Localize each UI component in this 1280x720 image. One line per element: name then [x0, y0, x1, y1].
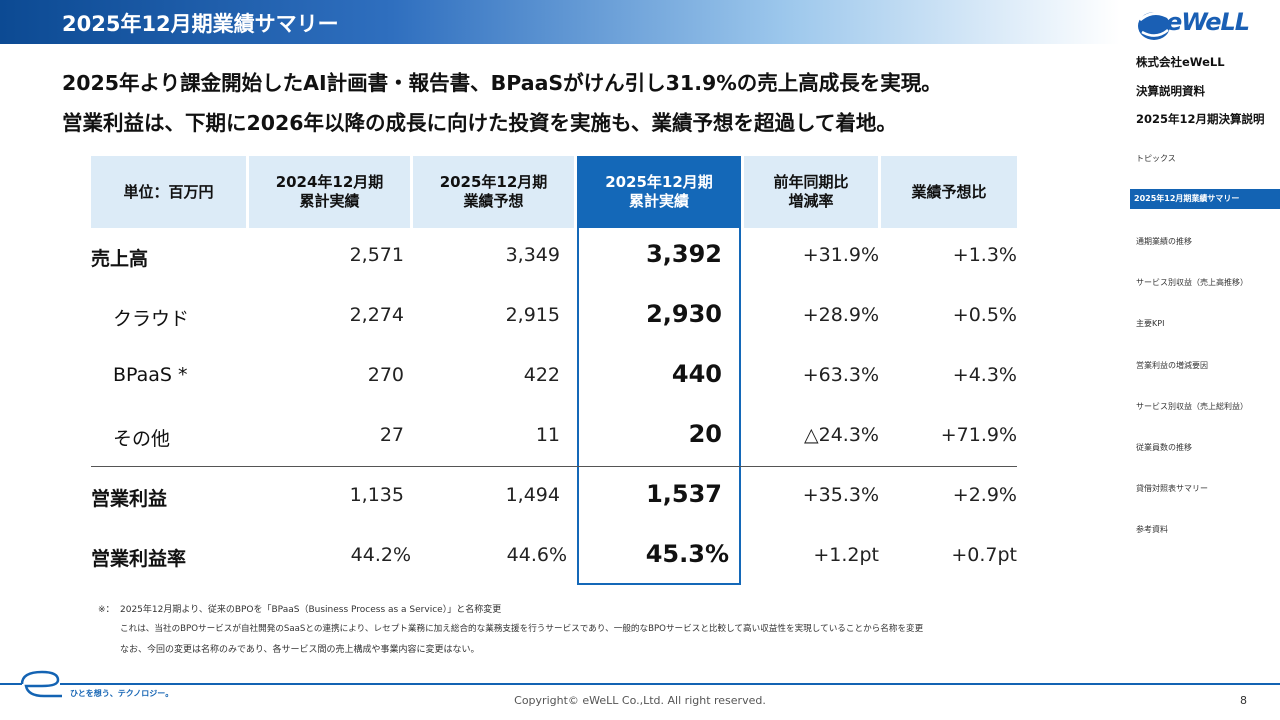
cell-vs-forecast: +71.9% — [940, 424, 1017, 446]
sidebar-company: 株式会社eWeLL — [1136, 55, 1225, 69]
cell-yoy: +35.3% — [802, 484, 879, 506]
table-divider — [91, 466, 1017, 467]
header-vs-forecast: 業績予想比 — [881, 156, 1017, 228]
cell-forecast: 44.6% — [506, 544, 567, 566]
row-label-operating-margin: 営業利益率 — [91, 548, 187, 570]
sidebar-item-employees[interactable]: 従業員数の推移 — [1136, 443, 1192, 452]
cell-vs-forecast: +0.5% — [952, 304, 1017, 326]
header-bar — [0, 0, 1120, 44]
sidebar-item-annual-trend[interactable]: 通期業績の推移 — [1136, 237, 1192, 246]
note-line-1: 2025年12月期より、従来のBPOを「BPaaS（Business Proce… — [120, 605, 502, 615]
header-current-actual: 2025年12月期 累計実績 — [577, 156, 741, 228]
row-label-revenue: 売上高 — [91, 248, 149, 270]
cell-current: 1,537 — [646, 480, 722, 508]
cell-yoy: +63.3% — [802, 364, 879, 386]
cell-prev: 270 — [367, 364, 404, 386]
footer-e-icon — [0, 670, 62, 698]
sidebar-period: 2025年12月期決算説明 — [1136, 112, 1265, 126]
sidebar-item-gross-profit-by-service[interactable]: サービス別収益（売上総利益） — [1136, 402, 1248, 411]
footer-line — [60, 683, 1280, 685]
row-label-other: その他 — [113, 428, 171, 450]
sidebar-item-appendix[interactable]: 参考資料 — [1136, 525, 1168, 534]
cell-forecast: 2,915 — [505, 304, 560, 326]
cell-prev: 2,571 — [349, 244, 404, 266]
cell-vs-forecast: +2.9% — [952, 484, 1017, 506]
headline-line-1: 2025年より課金開始したAI計画書・報告書、BPaaSがけん引し31.9%の売… — [62, 71, 942, 95]
cell-prev: 44.2% — [350, 544, 411, 566]
cell-forecast: 422 — [523, 364, 560, 386]
footer-tagline: ひとを想う、テクノロジー。 — [70, 689, 174, 698]
header-prev-actual: 2024年12月期 累計実績 — [249, 156, 410, 228]
page-number: 8 — [1240, 694, 1247, 707]
cell-vs-forecast: +4.3% — [952, 364, 1017, 386]
cell-current: 3,392 — [646, 240, 722, 268]
cell-current: 440 — [671, 360, 722, 388]
header-unit: 単位：百万円 — [91, 156, 246, 228]
row-label-operating-profit: 営業利益 — [91, 488, 168, 510]
cell-current: 20 — [688, 420, 722, 448]
cell-forecast: 11 — [535, 424, 560, 446]
cell-current: 45.3% — [645, 540, 729, 568]
ewell-logo-icon — [1138, 12, 1171, 40]
sidebar-doc-type: 決算説明資料 — [1136, 84, 1205, 98]
cell-prev: 27 — [379, 424, 404, 446]
cell-yoy: +31.9% — [802, 244, 879, 266]
cell-prev: 2,274 — [349, 304, 404, 326]
cell-forecast: 1,494 — [505, 484, 560, 506]
cell-yoy: △24.3% — [804, 424, 879, 446]
sidebar-item-balance-sheet[interactable]: 貸借対照表サマリー — [1136, 484, 1208, 493]
row-label-cloud: クラウド — [113, 308, 190, 330]
row-label-bpaas: BPaaS * — [113, 364, 188, 386]
sidebar-item-revenue-by-service[interactable]: サービス別収益（売上高推移） — [1136, 278, 1248, 287]
headline-line-2: 営業利益は、下期に2026年以降の成長に向けた投資を実施も、業績予想を超過して着… — [62, 111, 897, 135]
header-forecast: 2025年12月期 業績予想 — [413, 156, 574, 228]
current-column-highlight — [577, 156, 741, 585]
cell-vs-forecast: +1.3% — [952, 244, 1017, 266]
sidebar-item-topics[interactable]: トピックス — [1136, 154, 1176, 163]
cell-vs-forecast: +0.7pt — [951, 544, 1017, 566]
sidebar-item-kpi[interactable]: 主要KPI — [1136, 319, 1165, 328]
note-line-3: なお、今回の変更は名称のみであり、各サービス間の売上構成や事業内容に変更はない。 — [120, 645, 480, 655]
cell-forecast: 3,349 — [505, 244, 560, 266]
note-mark: ※： — [98, 605, 115, 615]
header-yoy: 前年同期比 増減率 — [744, 156, 878, 228]
logo-text: eWeLL — [1166, 8, 1250, 36]
cell-prev: 1,135 — [349, 484, 404, 506]
copyright: Copyright© eWeLL Co.,Ltd. All right rese… — [514, 694, 766, 707]
cell-current: 2,930 — [646, 300, 722, 328]
note-line-2: これは、当社のBPOサービスが自社開発のSaaSとの連携により、レセプト業務に加… — [120, 624, 924, 634]
page-title: 2025年12月期業績サマリー — [62, 12, 339, 36]
cell-yoy: +28.9% — [802, 304, 879, 326]
cell-yoy: +1.2pt — [813, 544, 879, 566]
sidebar-item-op-profit-factors[interactable]: 営業利益の増減要因 — [1136, 361, 1208, 370]
sidebar-item-summary[interactable]: 2025年12月期業績サマリー — [1130, 189, 1280, 209]
